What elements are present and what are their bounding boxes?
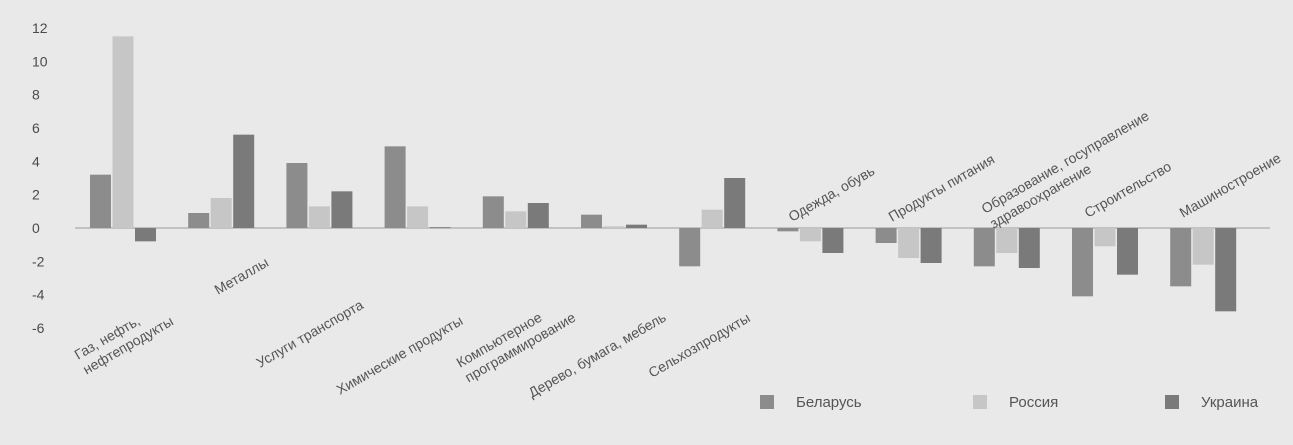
y-tick-label: 2 <box>32 187 40 203</box>
bar <box>505 211 527 228</box>
legend-label: Украина <box>1201 394 1259 411</box>
y-tick-label: 12 <box>32 20 48 36</box>
bar <box>799 228 821 242</box>
bar <box>1192 228 1214 265</box>
bar <box>777 228 799 232</box>
bar <box>822 228 844 253</box>
bar <box>210 198 232 228</box>
bar <box>701 209 723 228</box>
legend-swatch <box>973 395 987 409</box>
bar <box>286 163 308 228</box>
y-tick-label: 0 <box>32 220 40 236</box>
y-tick-label: 8 <box>32 87 40 103</box>
category-label: Образование, госуправлениездравоохранени… <box>979 107 1161 231</box>
y-tick-label: -2 <box>32 253 45 269</box>
bar <box>429 227 451 229</box>
y-tick-label: -6 <box>32 320 45 336</box>
category-label: Газ, нефть,нефтепродукты <box>72 298 176 377</box>
bar <box>724 178 746 228</box>
bar <box>875 228 897 243</box>
y-tick-label: 10 <box>32 53 48 69</box>
bar <box>112 36 134 229</box>
bar <box>1215 228 1237 312</box>
category-label: Машиностроение <box>1177 149 1284 220</box>
bar <box>407 206 429 228</box>
legend-swatch <box>1165 395 1179 409</box>
bar <box>1117 228 1138 275</box>
bar <box>1072 228 1093 297</box>
legend-label: Россия <box>1009 394 1058 411</box>
bar <box>331 191 353 228</box>
bar <box>1018 228 1040 268</box>
bar <box>898 228 920 258</box>
bar <box>90 174 111 228</box>
bar <box>626 224 647 228</box>
bar <box>1094 228 1116 247</box>
legend-label: Беларусь <box>796 394 862 411</box>
y-axis: 12 10 8 6 4 2 0 -2 -4 -6 <box>32 20 48 336</box>
bars <box>90 36 1237 312</box>
bar <box>384 146 406 228</box>
y-tick-label: 4 <box>32 153 40 169</box>
bar <box>581 214 602 228</box>
y-tick-label: 6 <box>32 120 40 136</box>
bar <box>920 228 942 263</box>
bar <box>973 228 995 267</box>
bar <box>308 206 330 228</box>
category-label: Строительство <box>1082 158 1175 221</box>
bar <box>233 134 255 228</box>
bar <box>527 203 549 228</box>
category-label: Химические продукты <box>334 312 466 397</box>
y-tick-label: -4 <box>32 287 45 303</box>
bar <box>482 196 504 228</box>
category-label: Одежда, обувь <box>786 162 878 224</box>
category-label: Металлы <box>212 254 272 298</box>
bar <box>135 228 156 242</box>
category-label: Продукты питания <box>886 151 998 225</box>
legend-swatch <box>760 395 774 409</box>
bar <box>603 226 625 228</box>
bar <box>996 228 1018 253</box>
legend: Беларусь Россия Украина <box>760 394 1259 411</box>
bar <box>188 213 210 228</box>
bar <box>679 228 701 267</box>
bar <box>1170 228 1192 287</box>
category-label: Услуги транспорта <box>254 296 367 370</box>
